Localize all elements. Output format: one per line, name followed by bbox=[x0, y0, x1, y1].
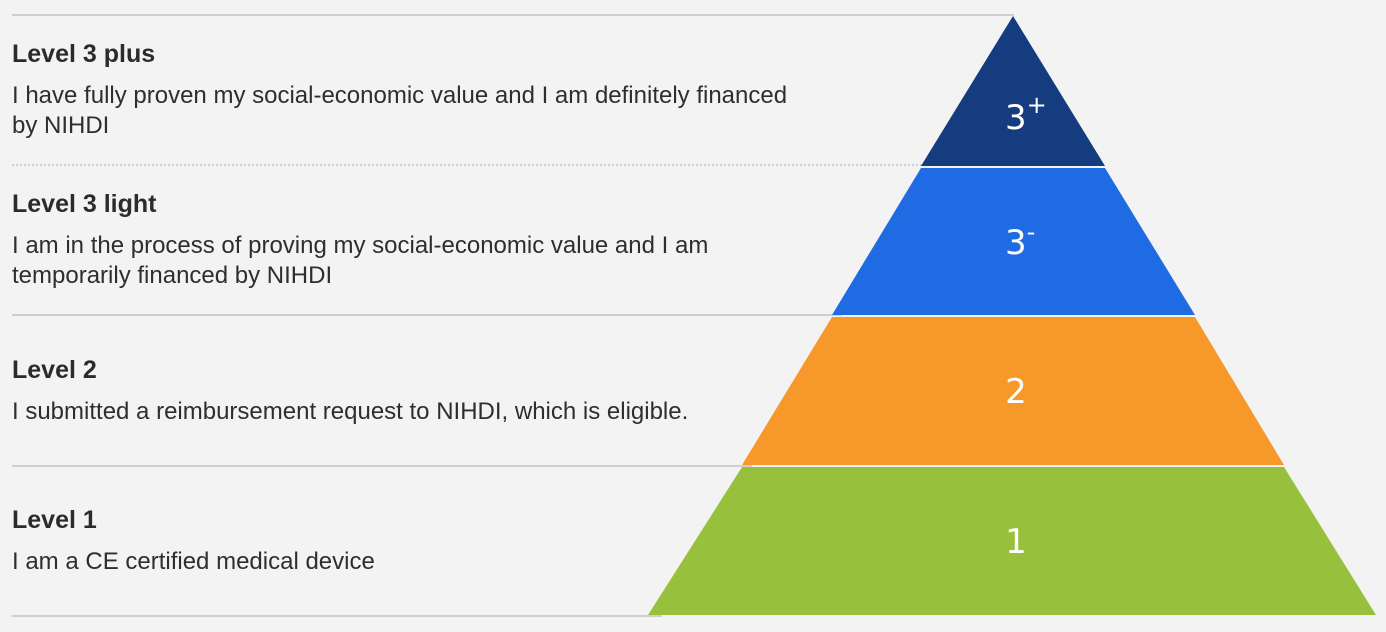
level-3-light: Level 3 light I am in the process of pro… bbox=[12, 189, 812, 291]
level-title: Level 1 bbox=[12, 506, 97, 534]
pyramid-tier-3-light bbox=[832, 168, 1195, 315]
tier-label-3-light: 3- bbox=[1005, 218, 1035, 263]
divider-top bbox=[12, 14, 1014, 16]
level-description: I am in the process of proving my social… bbox=[12, 232, 709, 289]
level-title: Level 3 light bbox=[12, 190, 157, 218]
level-title: Level 3 plus bbox=[12, 40, 156, 68]
tier-label-3-plus: 3+ bbox=[1005, 91, 1047, 138]
divider-level-2 bbox=[12, 465, 752, 467]
pyramid-tier-1 bbox=[648, 467, 1376, 615]
superscript-plus: + bbox=[1027, 91, 1047, 119]
level-description: I have fully proven my social-economic v… bbox=[12, 82, 788, 139]
pyramid-tier-3-plus bbox=[921, 16, 1105, 166]
divider-level-3-plus bbox=[12, 164, 922, 166]
tier-label-2: 2 bbox=[1005, 372, 1027, 412]
level-2: Level 2 I submitted a reimbursement requ… bbox=[12, 355, 812, 427]
pyramid-tier-2 bbox=[742, 317, 1284, 465]
level-3-plus: Level 3 plus I have fully proven my soci… bbox=[12, 39, 812, 141]
level-description: I am a CE certified medical device bbox=[12, 548, 375, 575]
divider-level-1 bbox=[12, 615, 662, 617]
superscript-minus: - bbox=[1027, 218, 1036, 246]
level-1: Level 1 I am a CE certified medical devi… bbox=[12, 505, 812, 577]
level-title: Level 2 bbox=[12, 356, 97, 384]
level-description: I submitted a reimbursement request to N… bbox=[12, 398, 689, 425]
tier-label-1: 1 bbox=[1005, 522, 1027, 562]
divider-level-3-light bbox=[12, 314, 842, 316]
